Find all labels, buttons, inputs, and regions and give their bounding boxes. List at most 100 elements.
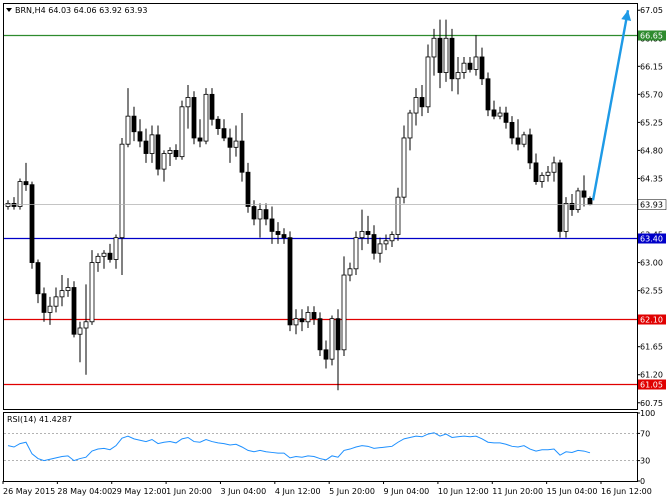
- candle-bear: [269, 218, 275, 232]
- candle-bear: [221, 128, 227, 139]
- candle-bear: [41, 293, 47, 313]
- candle-bull: [401, 137, 407, 198]
- candle-bull: [89, 262, 95, 323]
- candle-bear: [299, 318, 305, 323]
- time-tick-label: 29 May 12:00: [112, 487, 167, 496]
- candle-bear: [251, 206, 257, 220]
- candle-bear: [209, 93, 215, 120]
- candle-bull: [113, 237, 119, 260]
- symbol-dropdown-icon[interactable]: [6, 8, 12, 12]
- candle-bear: [515, 137, 521, 145]
- candle-bull: [17, 181, 23, 207]
- candle-bull: [425, 56, 431, 108]
- rsi-tick-label: 0: [640, 477, 645, 486]
- candle-bear: [419, 97, 425, 108]
- candle-bear: [335, 318, 341, 351]
- candle-bull: [443, 37, 449, 73]
- time-tick-label: 4 Jun 12:00: [275, 487, 321, 496]
- price-tick-label: 61.20: [640, 371, 663, 380]
- current-price-marker: 63.93: [4, 199, 667, 210]
- candle-bear: [227, 137, 233, 148]
- rsi-line: [7, 432, 591, 462]
- candle-bear: [323, 349, 329, 360]
- candle-bull: [461, 62, 467, 73]
- price-tick-label: 65.25: [640, 118, 663, 127]
- candle-bull: [473, 56, 479, 70]
- candle-bull: [539, 174, 545, 182]
- time-tick-label: 28 May 04:00: [57, 487, 112, 496]
- candle-bear: [485, 78, 491, 111]
- projection-arrow: [591, 10, 632, 201]
- price-tick-label: 67.05: [640, 6, 663, 15]
- candle-bull: [95, 255, 101, 263]
- current-price-label: 63.93: [640, 201, 663, 210]
- candle-bear: [509, 121, 515, 139]
- time-tick-label: 16 Jun 12:00: [601, 487, 652, 496]
- level-label-support-2: 62.10: [640, 316, 663, 325]
- candle-bull: [59, 290, 65, 298]
- candle-bull: [101, 252, 107, 257]
- candle-bull: [305, 312, 311, 323]
- candle-bull: [83, 321, 89, 329]
- candle-bull: [383, 240, 389, 245]
- candle-bull: [77, 327, 83, 335]
- candle-bull: [119, 143, 125, 239]
- candle-bull: [257, 209, 263, 220]
- time-tick-label: 10 Jun 12:00: [438, 487, 489, 496]
- candle-bear: [437, 37, 443, 73]
- candle-bull: [545, 171, 551, 176]
- candle-bull: [185, 97, 191, 108]
- candle-bear: [215, 118, 221, 130]
- level-lines: 66.65 63.40 62.10 61.05: [4, 30, 666, 390]
- arrow-head: [621, 10, 632, 21]
- candle-bear: [371, 234, 377, 254]
- candle-bear: [491, 109, 497, 117]
- current-price-tag: [637, 199, 667, 210]
- candle-bull: [521, 134, 527, 145]
- candle-bear: [191, 97, 197, 139]
- candle-bull: [149, 134, 155, 154]
- candle-bull: [161, 153, 167, 170]
- candle-bear: [263, 209, 269, 220]
- candle-bull: [551, 162, 557, 173]
- level-label-resistance: 66.65: [640, 32, 663, 41]
- candle-bull: [53, 296, 59, 307]
- candle-bull: [329, 318, 335, 360]
- candle-bear: [467, 62, 473, 70]
- candle-bear: [23, 181, 29, 186]
- candle-bull: [497, 112, 503, 117]
- candle-bear: [449, 37, 455, 80]
- candle-bull: [233, 140, 239, 148]
- candle-bear: [527, 134, 533, 164]
- price-tick-label: 65.70: [640, 90, 663, 99]
- candle-bull: [575, 190, 581, 211]
- rsi-pane-frame: [3, 412, 638, 482]
- level-tag-support: [638, 233, 666, 244]
- rsi-tick-label: 100: [640, 409, 655, 418]
- time-tick-label: 3 Jun 04:00: [220, 487, 266, 496]
- rsi-axis: 100 70 30 0: [637, 409, 655, 486]
- candle-bull: [563, 202, 569, 232]
- candle-bull: [293, 318, 299, 326]
- candle-bear: [71, 287, 77, 335]
- candle-bear: [557, 162, 563, 232]
- candle-bull: [65, 287, 71, 292]
- candle-bull: [203, 93, 209, 142]
- price-tick-label: 64.35: [640, 174, 663, 183]
- candle-bull: [125, 115, 131, 145]
- time-tick-label: 15 Jun 04:00: [547, 487, 598, 496]
- symbol-header: BRN,H4 64.03 64.06 63.92 63.93: [15, 6, 147, 15]
- candle-bull: [377, 243, 383, 254]
- level-tag-resistance: [638, 30, 666, 41]
- price-tick-label: 60.75: [640, 399, 663, 408]
- candle-bear: [569, 202, 575, 211]
- candle-bear: [155, 134, 161, 170]
- arrow-shaft[interactable]: [591, 10, 630, 201]
- candle-bull: [167, 150, 173, 154]
- price-tick-label: 64.80: [640, 146, 663, 155]
- candle-bull: [413, 97, 419, 114]
- candle-bull: [347, 268, 353, 276]
- level-label-support: 63.40: [640, 235, 663, 244]
- candle-bear: [197, 137, 203, 142]
